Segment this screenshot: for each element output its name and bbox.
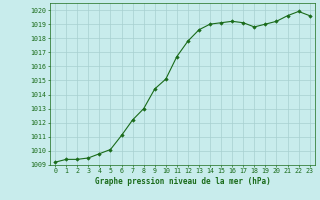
X-axis label: Graphe pression niveau de la mer (hPa): Graphe pression niveau de la mer (hPa) bbox=[94, 177, 270, 186]
